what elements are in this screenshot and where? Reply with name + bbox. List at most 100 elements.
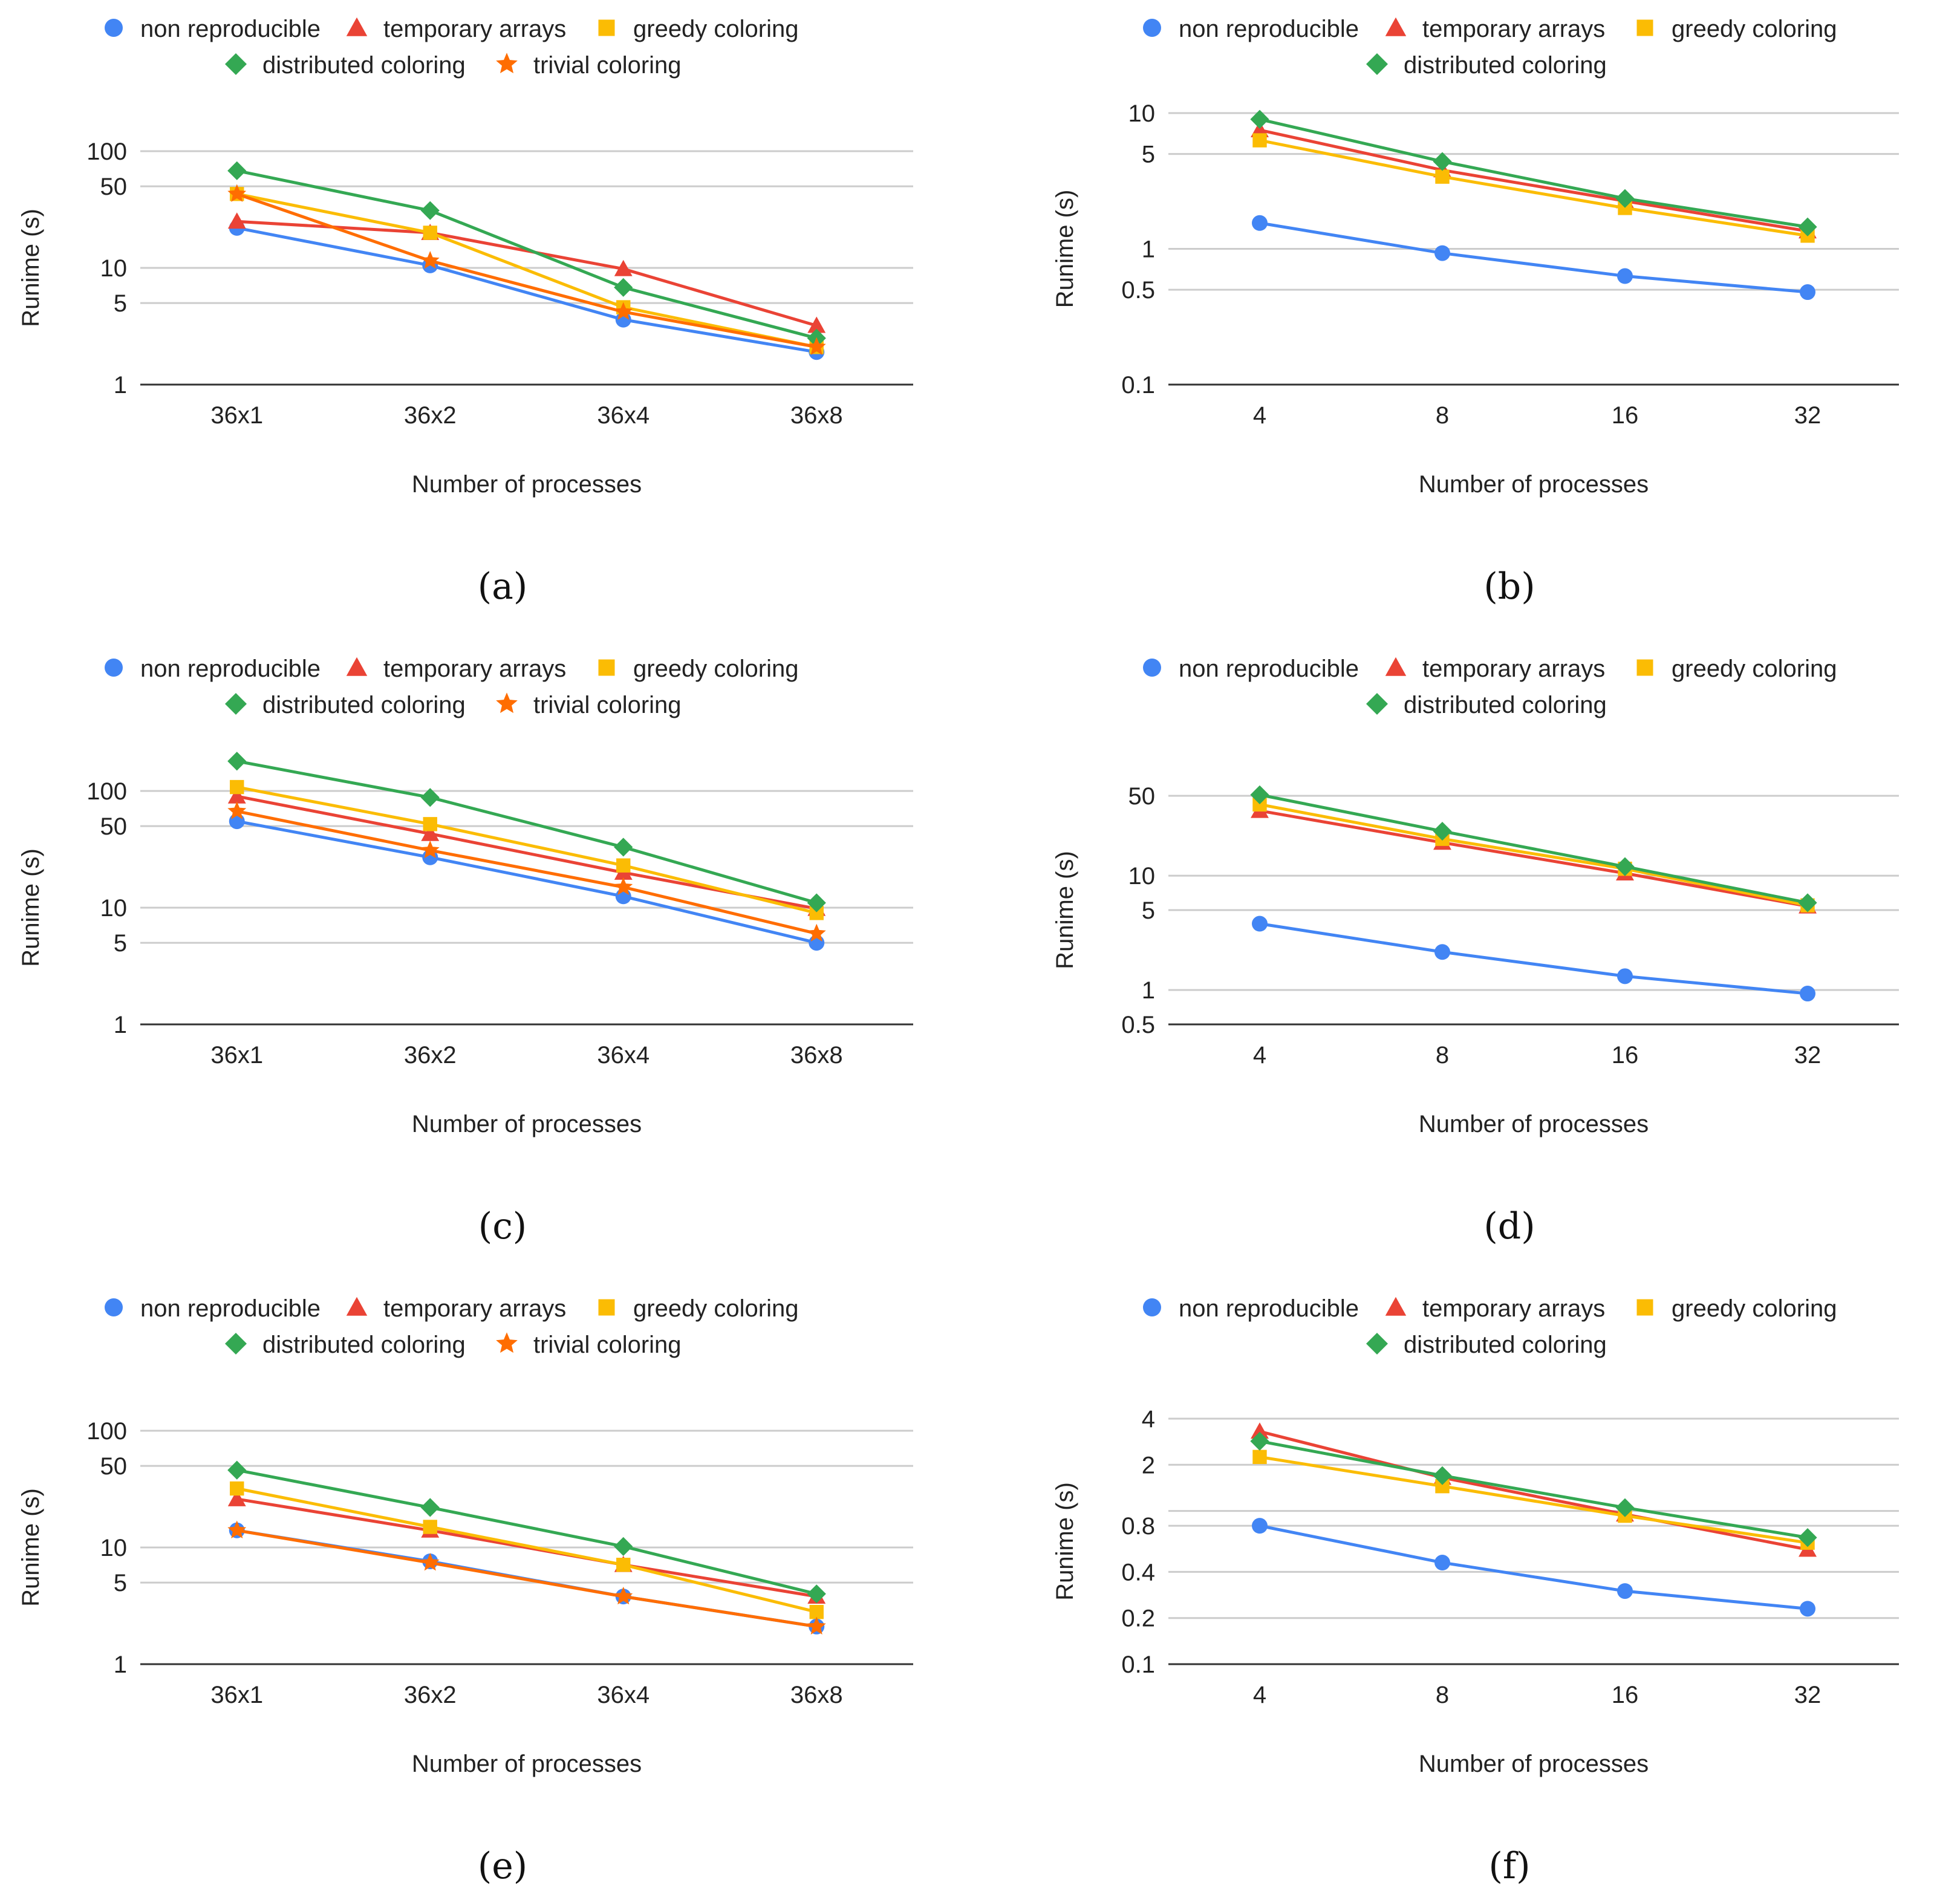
legend-item: distributed coloring [225,1332,466,1358]
data-point [1800,1601,1815,1617]
data-point [423,817,437,831]
x-tick-label: 36x1 [210,1042,263,1069]
legend-item: trivial coloring [496,52,682,79]
y-axis-title: Runime (s) [18,848,44,967]
chart-panel-f: non reproducible temporary arrays greedy c… [1052,1295,1899,1887]
y-tick-label: 1 [114,1012,127,1038]
y-tick-label: 50 [100,813,128,840]
y-axis-title: Runime (s) [1052,190,1078,308]
y-tick-label: 2 [1142,1452,1155,1479]
panel-caption: (d) [1483,1205,1535,1248]
data-point [1615,1498,1635,1517]
legend-star-icon [496,692,518,714]
legend-label: distributed coloring [1404,1332,1607,1358]
data-point [807,337,826,355]
y-tick-label: 5 [114,1570,127,1596]
legend-item: greedy coloring [598,656,799,682]
panel-caption: (b) [1483,565,1535,608]
legend-label: non reproducible [140,656,321,682]
data-point [1435,169,1450,184]
legend-label: distributed coloring [1404,692,1607,718]
y-tick-label: 1 [1142,236,1155,263]
data-point [1250,1431,1269,1451]
data-point [420,840,440,859]
legend-item: temporary arrays [346,1295,566,1322]
series-trivial-coloring [227,184,826,355]
data-point [227,212,246,229]
legend-label: temporary arrays [1422,16,1605,42]
data-point [1615,857,1635,876]
y-tick-label: 10 [100,895,128,922]
data-point [423,1520,437,1534]
legend-label: trivial coloring [533,692,682,718]
y-tick-label: 1 [1142,977,1155,1004]
legend-item: trivial coloring [496,692,682,718]
data-point [1250,785,1269,804]
data-point [420,201,440,220]
series-line [1259,128,1808,233]
legend-item: distributed coloring [1366,52,1607,79]
legend-label: distributed coloring [1404,52,1607,79]
series-distributed-coloring [1250,785,1817,913]
legend-label: temporary arrays [383,16,566,42]
x-axis: 4 8 16 32 [1253,402,1821,429]
data-point [616,858,631,873]
data-point [1800,986,1815,1002]
y-axis: 0.5 1 5 10 50 [1121,783,1899,1038]
legend-square-icon [598,1299,615,1316]
data-point [1434,245,1450,261]
x-tick-label: 16 [1612,1042,1639,1069]
y-axis: 0.1 0.5 1 5 10 [1121,100,1899,399]
data-point [227,752,247,771]
x-axis-title: Number of processes [1419,471,1649,498]
data-point [421,824,440,841]
data-point [1252,215,1268,231]
data-point [1251,1422,1269,1439]
data-point [1798,1528,1817,1547]
y-tick-label: 0.1 [1121,372,1155,399]
legend-label: non reproducible [1179,1295,1359,1322]
series-line [1259,1524,1808,1610]
y-axis: 1 5 10 50 100 [86,778,913,1038]
data-point [807,1584,826,1604]
legend-diamond-icon [1366,1333,1388,1355]
data-point [423,226,437,240]
legend: non reproducible temporary arrays greedy c… [105,1295,799,1358]
legend-label: temporary arrays [1422,1295,1605,1322]
x-axis-title: Number of processes [412,1111,642,1137]
x-axis-title: Number of processes [1419,1111,1649,1137]
series-non-reproducible [229,220,825,360]
data-point [1615,189,1635,208]
data-point [1252,797,1267,812]
legend-item: trivial coloring [496,1332,682,1358]
legend-label: distributed coloring [262,1332,466,1358]
x-axis: 36x1 36x2 36x4 36x8 [210,402,842,429]
series-line [1259,138,1808,238]
legend-triangle-icon [1385,657,1407,676]
series-line [1259,117,1808,229]
x-tick-label: 32 [1794,1682,1822,1708]
data-point [807,316,826,333]
data-point [227,1489,246,1506]
legend-circle-icon [105,659,123,677]
data-point [1618,201,1632,215]
chart-panel-b: non reproducible temporary arrays greedy c… [1052,16,1899,608]
legend: non reproducible temporary arrays greedy c… [1143,656,1837,718]
y-tick-label: 10 [1128,100,1156,127]
legend: non reproducible temporary arrays greedy c… [105,656,799,718]
y-tick-label: 100 [86,138,127,165]
legend-item: temporary arrays [1385,1295,1605,1322]
data-point [1617,1583,1633,1599]
panel-caption: (f) [1488,1845,1530,1887]
legend-label: greedy coloring [1672,1295,1837,1322]
legend-label: non reproducible [1179,656,1359,682]
legend-item: greedy coloring [598,1295,799,1322]
y-tick-label: 5 [1142,897,1155,924]
legend-item: non reproducible [105,656,321,682]
data-point [616,1558,631,1572]
data-point [227,801,247,819]
data-point [614,278,633,297]
x-axis: 4 8 16 32 [1253,1682,1821,1708]
series-distributed-coloring [227,1460,826,1604]
